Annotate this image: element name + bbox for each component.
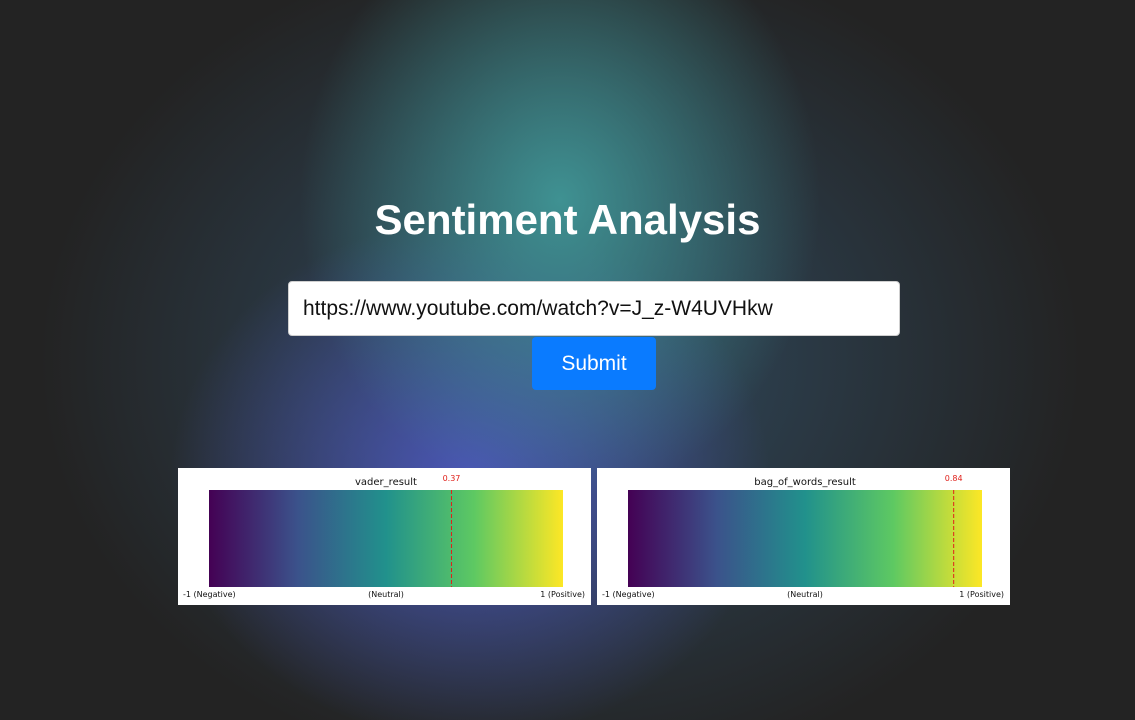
negative-label: -1 (Negative) <box>183 590 236 599</box>
submit-button[interactable]: Submit <box>532 337 656 390</box>
negative-label: -1 (Negative) <box>602 590 655 599</box>
vader-result-chart: vader_result 0.37 -1 (Negative) (Neutral… <box>178 468 591 605</box>
positive-label: 1 (Positive) <box>959 590 1004 599</box>
colorbar <box>628 490 982 587</box>
page-title: Sentiment Analysis <box>374 196 761 243</box>
sentiment-value-label: 0.84 <box>945 474 963 483</box>
positive-label: 1 (Positive) <box>540 590 585 599</box>
neutral-label: (Neutral) <box>787 590 823 599</box>
url-input[interactable] <box>288 281 900 336</box>
bag-of-words-result-chart: bag_of_words_result 0.84 -1 (Negative) (… <box>597 468 1010 605</box>
sentiment-value-label: 0.37 <box>443 474 461 483</box>
neutral-label: (Neutral) <box>368 590 404 599</box>
result-title: vader_result <box>355 477 417 488</box>
result-title: bag_of_words_result <box>754 477 856 488</box>
colorbar <box>209 490 563 587</box>
